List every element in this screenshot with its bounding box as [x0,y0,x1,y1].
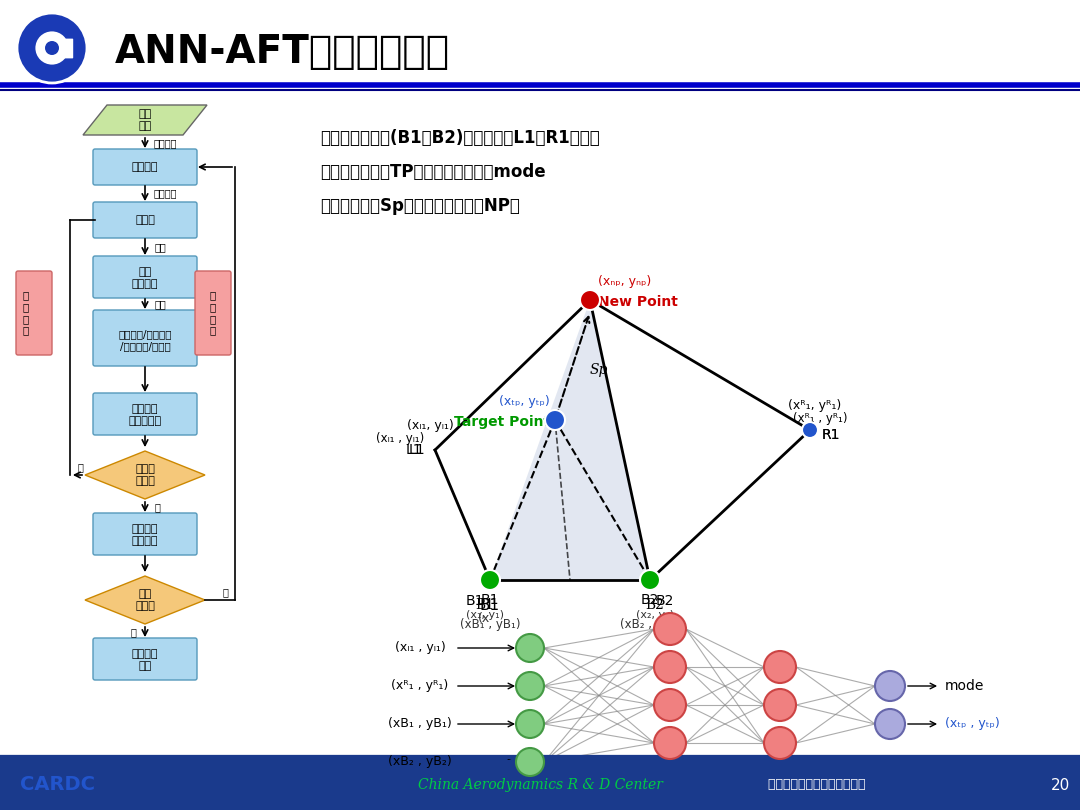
Text: 网格生成
结束: 网格生成 结束 [132,649,159,671]
Text: 输入: 输入 [154,242,166,252]
Text: (xₗ₁ , yₗ₁): (xₗ₁ , yₗ₁) [376,432,424,445]
Text: (xB₂ , yB₂): (xB₂ , yB₂) [388,756,451,769]
Text: 再
次
选
择: 再 次 选 择 [210,291,216,335]
Text: 否: 否 [77,462,83,472]
Text: R1: R1 [822,428,840,442]
Text: (xᴿ₁ , yᴿ₁): (xᴿ₁ , yᴿ₁) [793,412,847,425]
Circle shape [802,422,818,438]
Text: (xₗ₁, yₗ₁): (xₗ₁, yₗ₁) [407,419,454,432]
Text: 输出: 输出 [154,299,166,309]
Polygon shape [490,300,650,580]
Circle shape [580,290,600,310]
Circle shape [17,13,87,83]
FancyBboxPatch shape [93,202,197,238]
Circle shape [33,30,70,66]
Text: 否: 否 [130,627,136,637]
Text: (xB₁ , yB₁): (xB₁ , yB₁) [388,718,451,731]
Text: 模板点: 模板点 [135,215,154,225]
Text: 中国空气动力研究与发展中心: 中国空气动力研究与发展中心 [760,778,865,791]
FancyBboxPatch shape [93,513,197,555]
Text: B1: B1 [475,598,495,612]
Circle shape [516,634,544,662]
Text: (xₗ₁ , yₗ₁): (xₗ₁ , yₗ₁) [394,642,445,654]
Text: B1: B1 [480,598,500,613]
Text: 离散
边界: 离散 边界 [138,109,151,130]
Text: B2: B2 [640,593,659,607]
Circle shape [654,727,686,759]
FancyBboxPatch shape [93,310,197,366]
Text: (xₜₚ, yₜₚ): (xₜₚ, yₜₚ) [499,395,550,408]
Text: (xB₁ , yB₁): (xB₁ , yB₁) [460,618,521,631]
Text: 最小阵面: 最小阵面 [132,162,159,172]
Text: 输出：目标点（TP）坐标、生成模式mode: 输出：目标点（TP）坐标、生成模式mode [320,163,545,181]
Text: R1: R1 [822,428,840,442]
Text: 是: 是 [222,587,228,597]
Circle shape [654,689,686,721]
Text: B2: B2 [646,598,664,612]
Text: (xₜₚ , yₜₚ): (xₜₚ , yₜₚ) [945,718,1000,731]
Text: 重
新
选
择: 重 新 选 择 [23,291,29,335]
Text: (x₂, y₂): (x₂, y₂) [636,610,674,620]
FancyBboxPatch shape [93,256,197,298]
Circle shape [764,727,796,759]
Circle shape [480,570,500,590]
Text: L1: L1 [405,443,422,457]
Text: 自动选择: 自动选择 [153,138,177,148]
Text: 自动选择: 自动选择 [153,189,177,198]
Polygon shape [85,451,205,499]
Text: ANN-AFT网格生成流程: ANN-AFT网格生成流程 [114,33,450,71]
Text: B2: B2 [656,594,674,608]
Circle shape [654,651,686,683]
Text: 人工
神经网络: 人工 神经网络 [132,267,159,289]
Circle shape [875,671,905,701]
Text: B1: B1 [481,593,499,607]
Text: Target Point: Target Point [454,415,550,429]
Text: 是: 是 [154,502,160,512]
Text: Sp: Sp [590,363,608,377]
Circle shape [875,709,905,739]
FancyBboxPatch shape [195,271,231,355]
Text: (xᴿ₁ , yᴿ₁): (xᴿ₁ , yᴿ₁) [391,680,448,693]
Text: mode: mode [945,679,984,693]
Text: (x: (x [477,612,490,625]
FancyBboxPatch shape [93,393,197,435]
Text: L1: L1 [408,443,426,457]
Circle shape [654,613,686,645]
Text: 新点坐标/生成模式
/推进方向/步长等: 新点坐标/生成模式 /推进方向/步长等 [118,329,172,351]
Circle shape [516,748,544,776]
Text: (x₁, y₁): (x₁, y₁) [465,610,504,620]
Circle shape [764,651,796,683]
Circle shape [764,689,796,721]
Text: (xᴿ₁, yᴿ₁): (xᴿ₁, yᴿ₁) [788,399,841,412]
Text: 根据输出
生成新网格: 根据输出 生成新网格 [129,404,162,426]
Circle shape [45,41,59,55]
Bar [0,760,1080,810]
Text: B1: B1 [465,594,484,608]
Text: 20: 20 [1051,778,1069,792]
Circle shape [640,570,660,590]
Text: CARDC: CARDC [21,775,95,795]
FancyBboxPatch shape [16,271,52,355]
Text: 更新网格
数据信息: 更新网格 数据信息 [132,524,159,546]
Text: (xB₂ , yB₂): (xB₂ , yB₂) [620,618,680,631]
Text: 根据网格步长Sp，得到新点坐标（NP）: 根据网格步长Sp，得到新点坐标（NP） [320,197,519,215]
FancyBboxPatch shape [93,638,197,680]
Text: China Aerodynamics R & D Center: China Aerodynamics R & D Center [418,778,662,792]
Polygon shape [85,576,205,624]
Circle shape [516,710,544,738]
Text: New Point: New Point [598,295,678,309]
Circle shape [545,410,565,430]
Text: 存在
活跃面: 存在 活跃面 [135,589,154,611]
Text: 输入：基准阵面(B1，B2)、模板点（L1，R1）坐标: 输入：基准阵面(B1，B2)、模板点（L1，R1）坐标 [320,129,599,147]
Text: (xₙₚ, yₙₚ): (xₙₚ, yₙₚ) [598,275,651,288]
Text: 新网格
质量好: 新网格 质量好 [135,464,154,486]
Polygon shape [83,105,207,135]
FancyBboxPatch shape [93,149,197,185]
Circle shape [516,672,544,700]
